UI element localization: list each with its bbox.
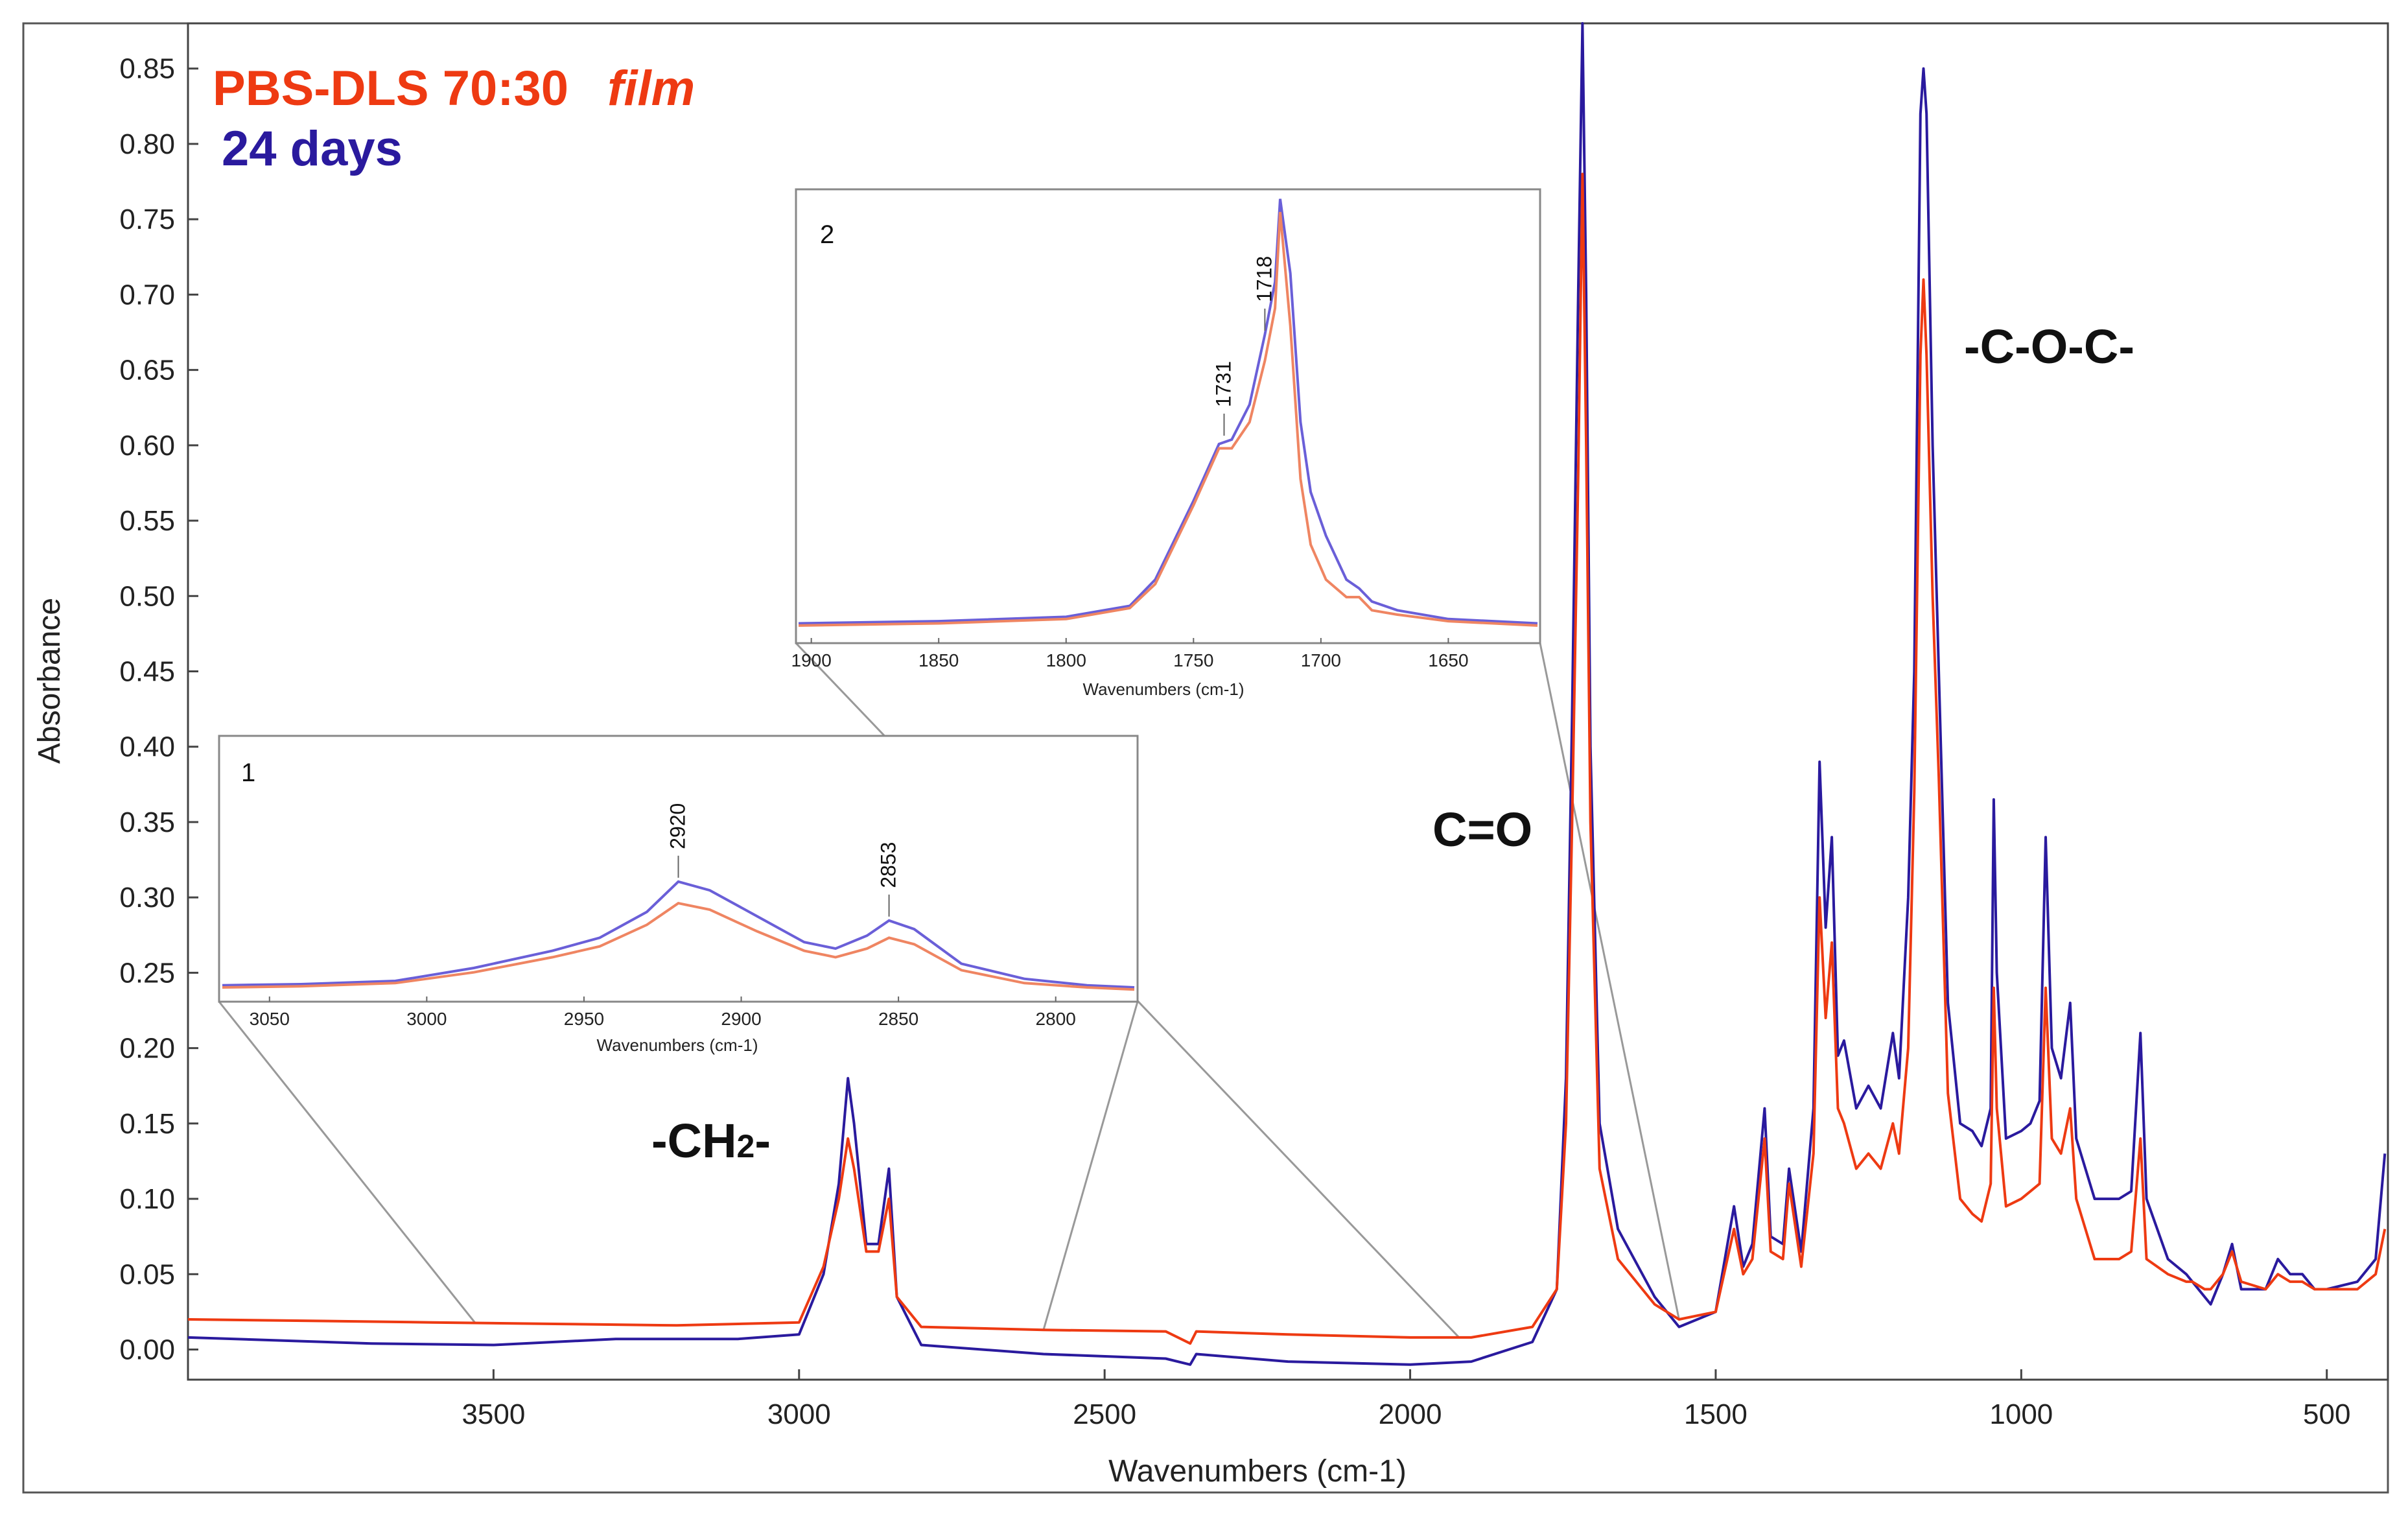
y-tick-label: 0.35 (119, 807, 175, 838)
inset-1-peak-labels: 2920 2853 (666, 803, 900, 917)
inset-x-tick-label: 2800 (1036, 1009, 1076, 1029)
x-tick-label: 2500 (1073, 1398, 1136, 1430)
zoom-connector-line (1539, 643, 1680, 1320)
inset-series-film-line (798, 211, 1538, 627)
inset-x-tick-label: 1900 (791, 650, 832, 670)
annotation-ch2: -CH2- (651, 1114, 771, 1168)
annotation-co: C=O (1432, 803, 1532, 856)
x-axis-title: Wavenumbers (cm-1) (1108, 1454, 1407, 1489)
inset-x-tick-label: 3000 (406, 1009, 447, 1029)
y-tick-label: 0.45 (119, 656, 175, 688)
annotation-ch2-sub: 2 (737, 1128, 755, 1164)
inset-2-peak-labels: 1731 1718 (1211, 256, 1276, 436)
inset-series-24-days-line (222, 880, 1135, 989)
chart-subtitle: 24 days (222, 121, 403, 176)
y-tick-label: 0.40 (119, 731, 175, 763)
plot-frame (187, 22, 2389, 1381)
inset-2: 2 1900 1850 1800 1750 1700 1650 1731 1718 Wave… (791, 188, 1541, 699)
inset-1-series (222, 880, 1135, 991)
y-tick-label: 0.55 (119, 505, 175, 537)
inset-x-tick-label: 1650 (1428, 650, 1468, 670)
inset-1-x-title: Wavenumbers (cm-1) (597, 1035, 758, 1055)
x-tick-label: 2000 (1379, 1398, 1442, 1430)
x-tick-label: 1000 (1989, 1398, 2053, 1430)
chart-title: PBS-DLS 70:30 film (213, 61, 695, 116)
x-axis: 3500 3000 2500 2000 1500 1000 500 (462, 1369, 2350, 1430)
inset-2-x-axis: 1900 1850 1800 1750 1700 1650 (791, 638, 1469, 670)
inset-x-tick-label: 1700 (1301, 650, 1341, 670)
inset-x-tick-label: 1850 (918, 650, 959, 670)
inset-2-frame (795, 188, 1541, 644)
y-tick-label: 0.25 (119, 957, 175, 989)
y-axis-title: Absorbance (32, 598, 67, 764)
chart-title-main: PBS-DLS 70:30 (213, 61, 568, 116)
y-tick-label: 0.85 (119, 53, 175, 85)
y-tick-label: 0.65 (119, 355, 175, 386)
peak-label: 1731 (1211, 361, 1235, 407)
zoom-connector-line (1042, 1001, 1139, 1330)
inset-x-tick-label: 1750 (1173, 650, 1213, 670)
inset-x-tick-label: 1800 (1046, 650, 1086, 670)
annotation-ch2-tail: - (754, 1114, 771, 1168)
x-tick-label: 3500 (462, 1398, 525, 1430)
y-tick-label: 0.60 (119, 430, 175, 462)
peak-label: 2920 (666, 803, 690, 849)
inset-series-film-line (222, 901, 1135, 991)
annotation-ch2-main: -CH (651, 1114, 737, 1168)
spectrum-series (187, 22, 2387, 1366)
inset-x-tick-label: 3050 (250, 1009, 290, 1029)
series-24-days-line (187, 22, 2387, 1366)
y-tick-label: 0.05 (119, 1258, 175, 1290)
chart-title-suffix: film (607, 61, 695, 116)
inset-1: 1 3050 3000 2950 2900 2850 2800 2920 2853 Wave… (218, 735, 1139, 1055)
x-tick-label: 500 (2303, 1398, 2350, 1430)
y-tick-label: 0.20 (119, 1033, 175, 1065)
peak-label: 2853 (877, 842, 900, 888)
inset-2-x-title: Wavenumbers (cm-1) (1083, 679, 1245, 699)
series-film-line (187, 172, 2387, 1345)
annotation-coc: -C-O-C- (1964, 320, 2134, 373)
inset-x-tick-label: 2900 (721, 1009, 761, 1029)
y-tick-label: 0.15 (119, 1108, 175, 1140)
x-tick-label: 3000 (767, 1398, 831, 1430)
x-tick-label: 1500 (1684, 1398, 1748, 1430)
y-tick-label: 0.75 (119, 204, 175, 235)
inset-1-x-axis: 3050 3000 2950 2900 2850 2800 (250, 996, 1076, 1029)
zoom-connector-line (218, 1001, 476, 1324)
y-tick-label: 0.80 (119, 128, 175, 160)
y-tick-label: 0.50 (119, 580, 175, 612)
inset-2-label: 2 (820, 220, 834, 249)
y-tick-label: 0.30 (119, 882, 175, 914)
inset-1-label: 1 (241, 759, 255, 787)
y-tick-label: 0.10 (119, 1183, 175, 1215)
peak-label: 1718 (1252, 256, 1276, 302)
inset-2-series (798, 198, 1538, 627)
y-tick-label: 0.00 (119, 1334, 175, 1366)
y-axis: 0.00 0.05 0.10 0.15 0.20 0.25 0.30 0.35 0.40 0.45… (119, 53, 198, 1366)
y-tick-label: 0.70 (119, 279, 175, 311)
inset-x-tick-label: 2950 (564, 1009, 604, 1029)
inset-x-tick-label: 2850 (878, 1009, 918, 1029)
